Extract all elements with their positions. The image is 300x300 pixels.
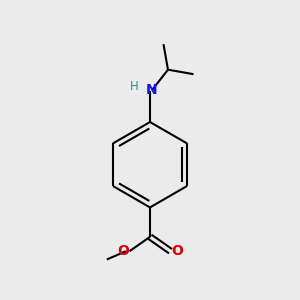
Text: H: H [130, 80, 139, 93]
Text: O: O [171, 244, 183, 258]
Text: N: N [146, 83, 157, 97]
Text: O: O [118, 244, 130, 258]
